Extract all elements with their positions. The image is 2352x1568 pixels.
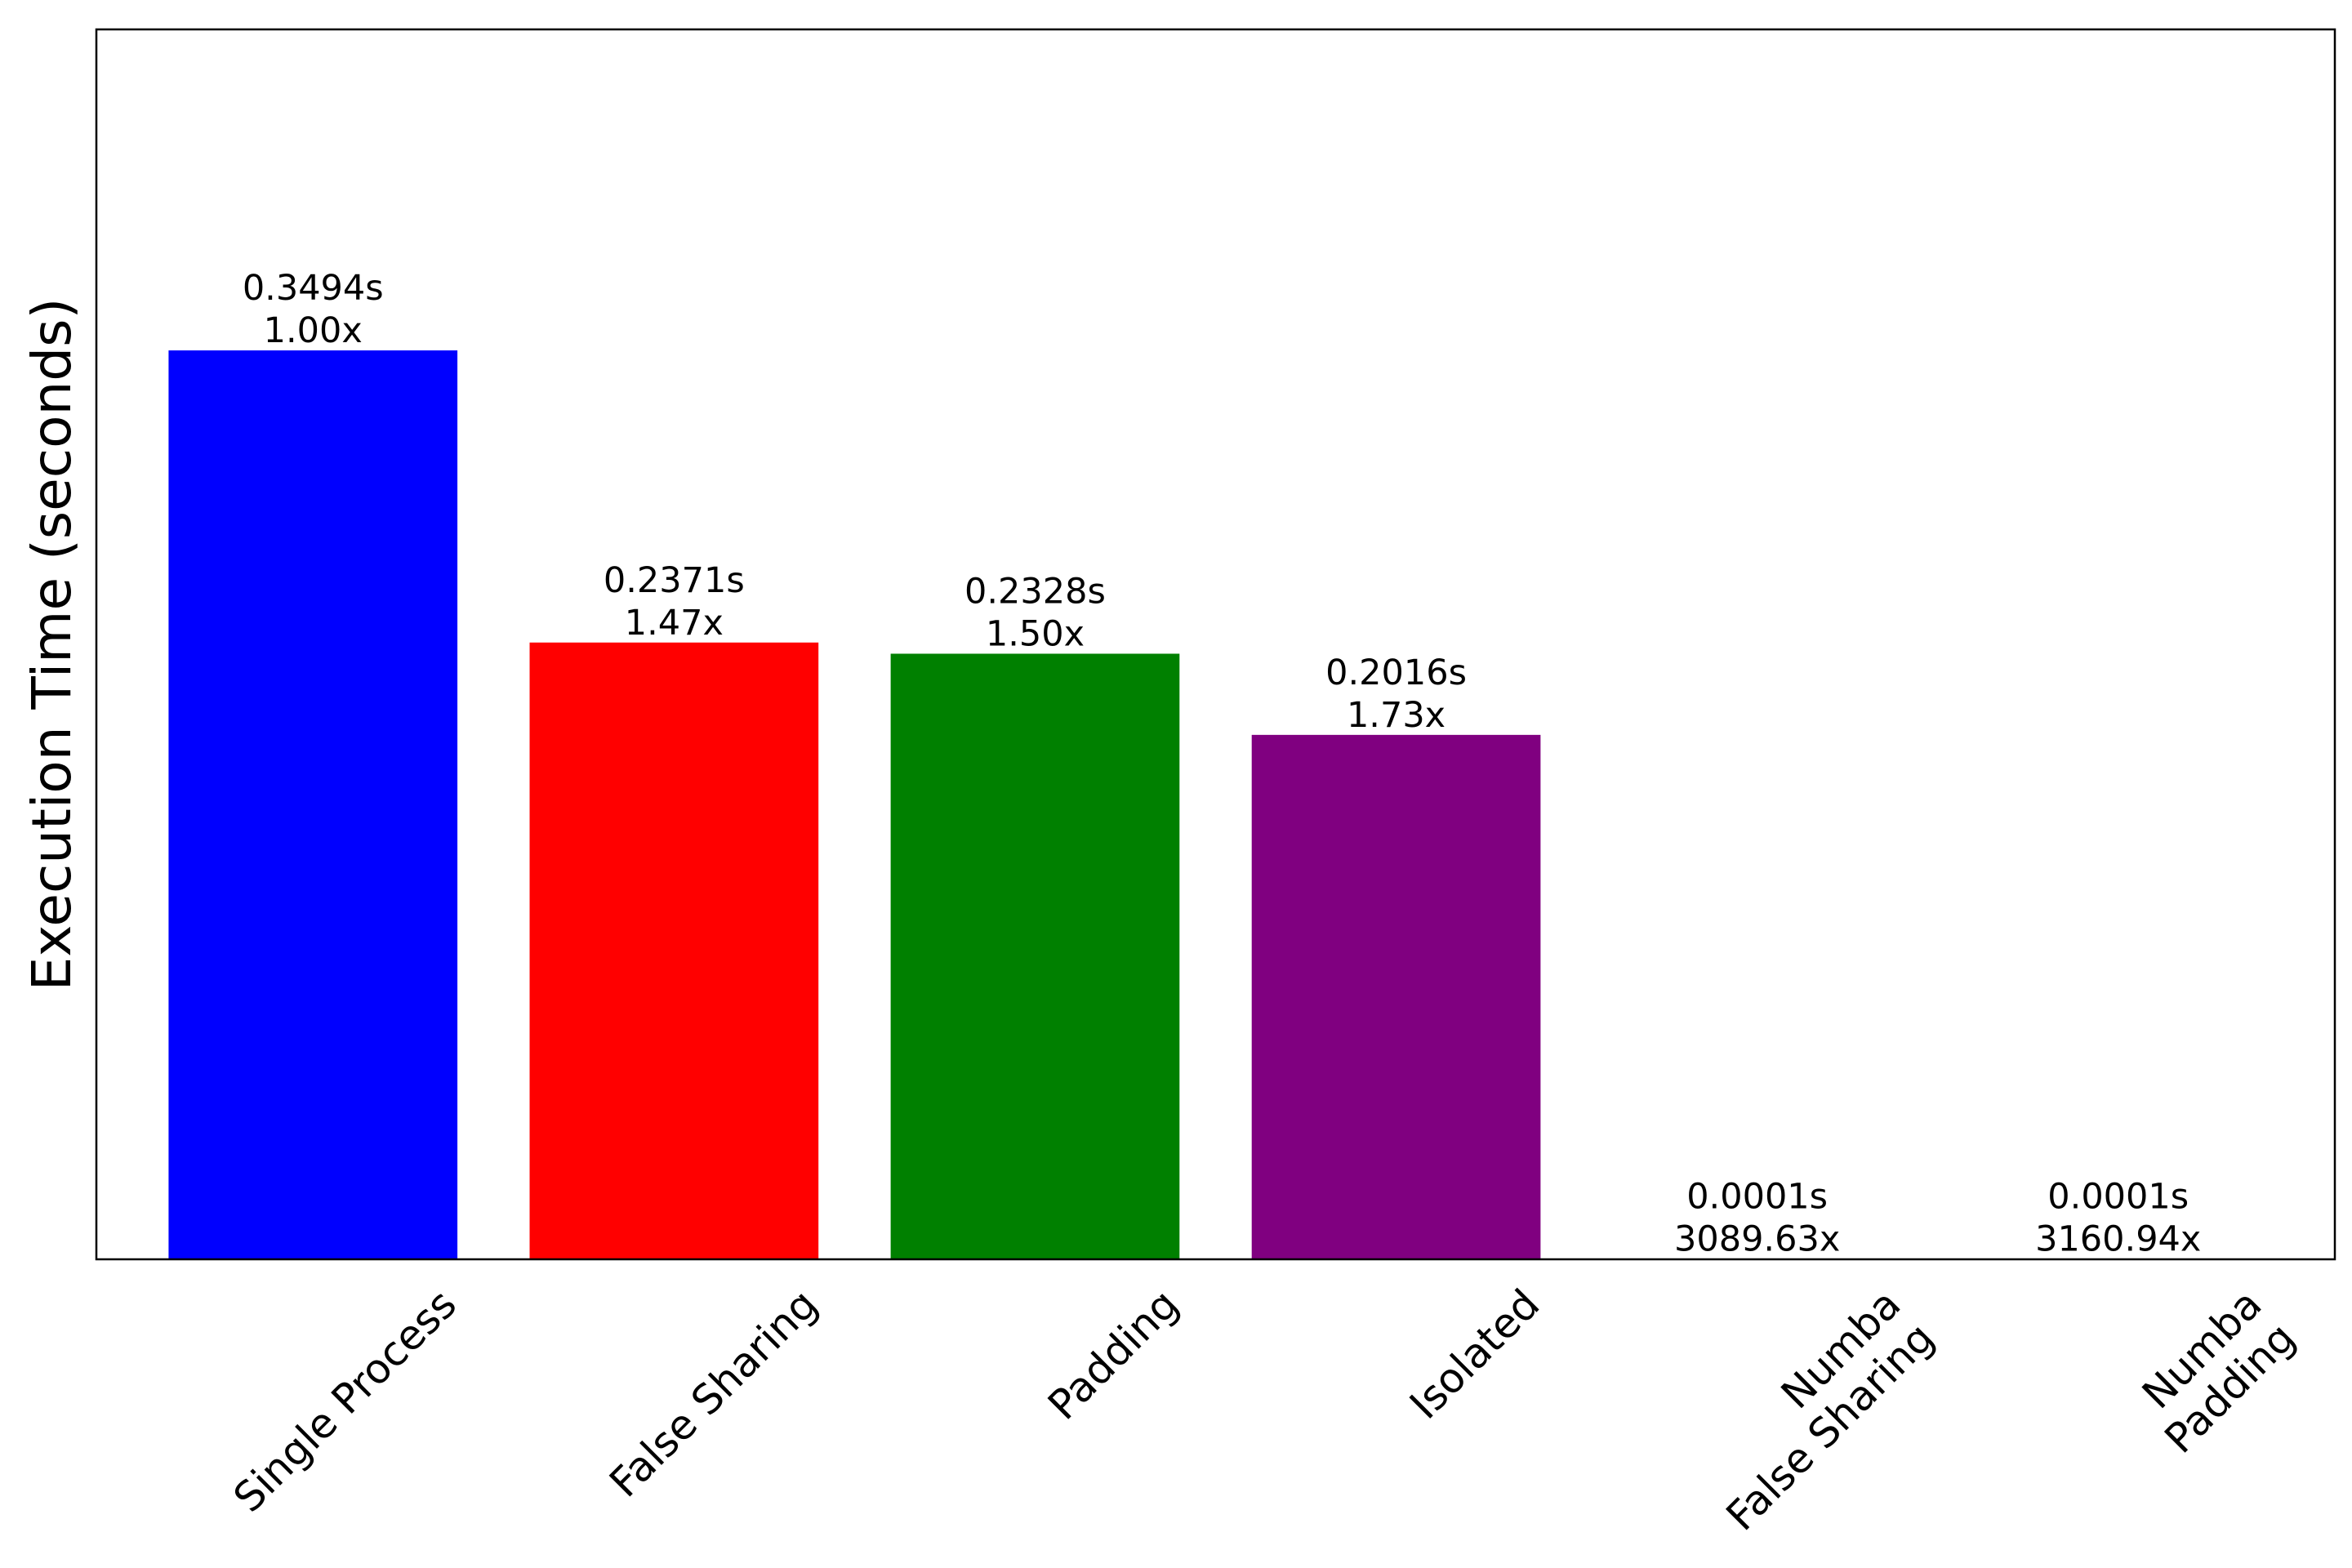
- bar-speedup-label: 1.50x: [986, 613, 1085, 654]
- bar: [890, 653, 1180, 1259]
- bar-speedup-label: 1.00x: [264, 310, 363, 351]
- bar-speedup-label: 1.47x: [625, 603, 724, 644]
- plot-background: [96, 29, 2335, 1259]
- bar: [168, 350, 458, 1259]
- bar-data-label: 0.0001s 3089.63x: [1674, 1177, 1840, 1260]
- plot-frame: [95, 28, 2336, 1261]
- x-tick-label: NumbaPadding: [2123, 1281, 2305, 1463]
- bars-group: [168, 350, 2263, 1259]
- x-tick-label: Isolated: [1401, 1281, 1548, 1428]
- bar: [529, 642, 819, 1259]
- bar-data-label: 0.2016s 1.73x: [1325, 653, 1467, 736]
- bar: [1251, 734, 1541, 1259]
- y-axis-label: Execution Time (seconds): [20, 298, 83, 991]
- bar-speedup-label: 3160.94x: [2035, 1219, 2201, 1260]
- bar-data-label: 0.2328s 1.50x: [964, 571, 1106, 654]
- bar-time-label: 0.2016s: [1325, 653, 1467, 693]
- x-tick-label-line: False Sharing: [600, 1281, 826, 1507]
- bar-speedup-label: 1.73x: [1347, 695, 1446, 736]
- x-tick-label: NumbaFalse Sharing: [1684, 1281, 1944, 1540]
- bar-data-label: 0.3494s 1.00x: [243, 268, 384, 351]
- x-tick-label: Single Process: [225, 1281, 466, 1521]
- bar-data-label: 0.2371s 1.47x: [604, 560, 745, 644]
- bar-time-label: 0.0001s: [2047, 1177, 2189, 1218]
- bar-data-label: 0.0001s 3160.94x: [2035, 1177, 2201, 1260]
- bar-labels-group: 0.3494s 1.00x 0.2371s 1.47x 0.2328s 1.50x 0.20…: [243, 268, 2202, 1260]
- x-tick-labels-group: Single Process False Sharing Padding Isolat…: [225, 1281, 2305, 1540]
- x-tick-label: Padding: [1039, 1281, 1187, 1429]
- bar-time-label: 0.2328s: [964, 571, 1106, 612]
- bar-time-label: 0.0001s: [1686, 1177, 1828, 1218]
- x-tick-label-line: Isolated: [1401, 1281, 1548, 1428]
- bar-time-label: 0.2371s: [604, 560, 745, 601]
- x-tick-label-line: Padding: [1039, 1281, 1187, 1429]
- x-tick-label-line: Single Process: [225, 1281, 466, 1521]
- bar-speedup-label: 3089.63x: [1674, 1219, 1840, 1260]
- bar-time-label: 0.3494s: [243, 268, 384, 309]
- x-tick-label: False Sharing: [600, 1281, 826, 1507]
